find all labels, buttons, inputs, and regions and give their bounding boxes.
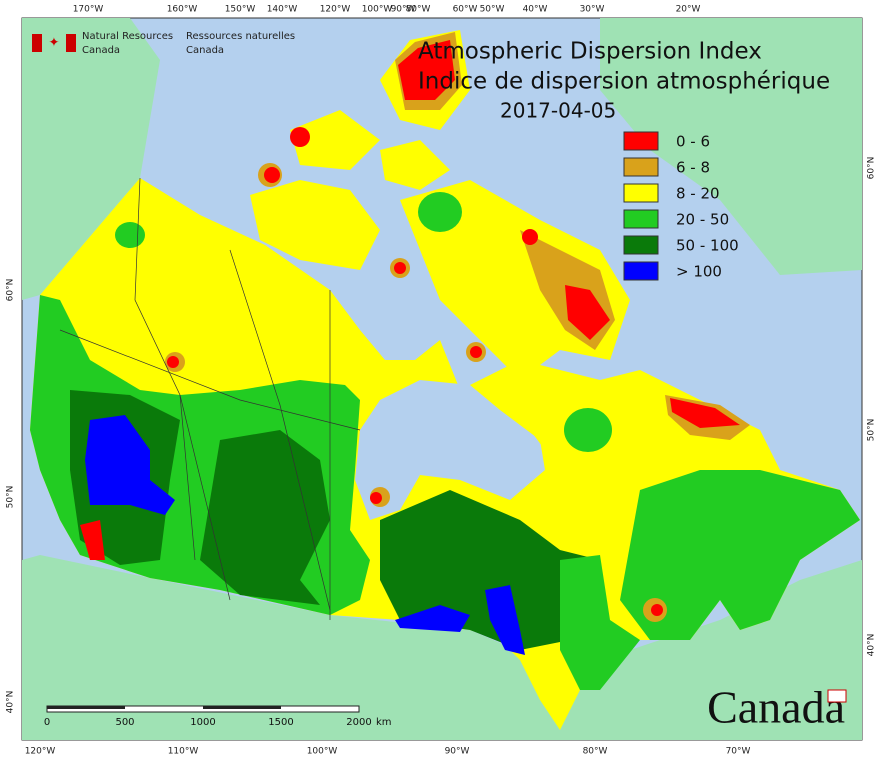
latitude-label: 40°N: [867, 634, 877, 657]
scale-label: 1500: [268, 717, 293, 728]
longitude-label: 60°W: [453, 5, 478, 15]
patch: [522, 229, 538, 245]
scale-segment: [47, 706, 125, 709]
patch: [670, 398, 740, 428]
longitude-label: 100°W: [307, 747, 338, 757]
longitude-label: 150°W: [225, 5, 256, 15]
longitude-label: 120°W: [25, 747, 56, 757]
legend-swatch: [623, 131, 659, 151]
latitude-label: 50°N: [6, 486, 16, 509]
scale-label: 0: [44, 717, 50, 728]
title-date: 2017-04-05: [500, 99, 616, 123]
agency-en: Natural Resources: [82, 31, 173, 42]
legend-swatch: [623, 209, 659, 229]
legend-label: 20 - 50: [676, 211, 729, 229]
patch: [564, 408, 612, 452]
border: [134, 177, 196, 561]
wordmark-flag: [827, 689, 847, 703]
alaska: [22, 18, 160, 300]
patch: [167, 356, 179, 368]
latitude-label: 60°N: [6, 279, 16, 302]
patch: [115, 222, 145, 248]
patch: [264, 167, 280, 183]
legend-label: > 100: [676, 263, 722, 281]
legend-label: 6 - 8: [676, 159, 710, 177]
patch: [394, 262, 406, 274]
hudson-bay: [355, 380, 545, 520]
usa: [22, 555, 862, 740]
longitude-label: 80°W: [406, 5, 431, 15]
patch: [565, 285, 610, 340]
map-text: ✦ Natural Resources Canada Ressources na…: [32, 31, 847, 733]
patch: [398, 40, 455, 100]
title-en: Atmospheric Dispersion Index: [418, 39, 762, 65]
greenland: [600, 18, 862, 275]
provincial-borders: [59, 177, 361, 620]
legend-swatch: [623, 261, 659, 281]
agency-fr: Ressources naturelles: [186, 31, 295, 42]
longitude-label: 70°W: [726, 747, 751, 757]
longitude-label: 50°W: [480, 5, 505, 15]
patch: [485, 585, 525, 655]
patch: [290, 127, 310, 147]
patch: [620, 470, 860, 640]
longitude-label: 20°W: [676, 5, 701, 15]
legend-swatch: [623, 157, 659, 177]
wordmark: Canada: [707, 682, 845, 733]
longitude-label: 90°W: [391, 5, 416, 15]
border: [59, 329, 361, 431]
longitude-label: 170°W: [73, 5, 104, 15]
latitude-label: 40°N: [6, 691, 16, 714]
longitude-label: 160°W: [167, 5, 198, 15]
scale-label: 500: [115, 717, 134, 728]
island: [250, 180, 380, 270]
legend-swatch: [623, 235, 659, 255]
longitude-label: 110°W: [168, 747, 199, 757]
patch: [651, 604, 663, 616]
patch: [395, 605, 470, 632]
agency-en: Canada: [82, 45, 120, 56]
title-fr: Indice de dispersion atmosphérique: [418, 69, 830, 95]
patch: [200, 430, 330, 605]
longitude-label: 120°W: [320, 5, 351, 15]
border: [179, 394, 231, 601]
maple-leaf: ✦: [49, 36, 60, 51]
index-patches: [30, 32, 860, 690]
legend-swatch: [623, 183, 659, 203]
legend-label: 0 - 6: [676, 133, 710, 151]
legend-label: 50 - 100: [676, 237, 739, 255]
patch: [560, 555, 640, 690]
scale-unit: km: [376, 717, 392, 728]
patch: [418, 192, 462, 232]
island: [380, 140, 450, 190]
latitude-label: 50°N: [867, 419, 877, 442]
longitude-label: 30°W: [580, 5, 605, 15]
patch: [370, 492, 382, 504]
scale-segment: [203, 706, 281, 709]
longitude-label: 40°W: [523, 5, 548, 15]
longitude-label: 100°W: [362, 5, 393, 15]
longitude-label: 80°W: [583, 747, 608, 757]
latitude-label: 60°N: [867, 157, 877, 180]
legend-label: 8 - 20: [676, 185, 720, 203]
scale-label: 1000: [190, 717, 215, 728]
longitude-label: 90°W: [445, 747, 470, 757]
patch: [470, 346, 482, 358]
border: [229, 249, 331, 611]
agency-fr: Canada: [186, 45, 224, 56]
island: [290, 110, 380, 170]
longitude-label: 140°W: [267, 5, 298, 15]
patch: [80, 520, 105, 560]
scale-label: 2000: [346, 717, 371, 728]
flag-bar: [32, 34, 42, 52]
flag-bar: [66, 34, 76, 52]
patch: [85, 415, 175, 515]
